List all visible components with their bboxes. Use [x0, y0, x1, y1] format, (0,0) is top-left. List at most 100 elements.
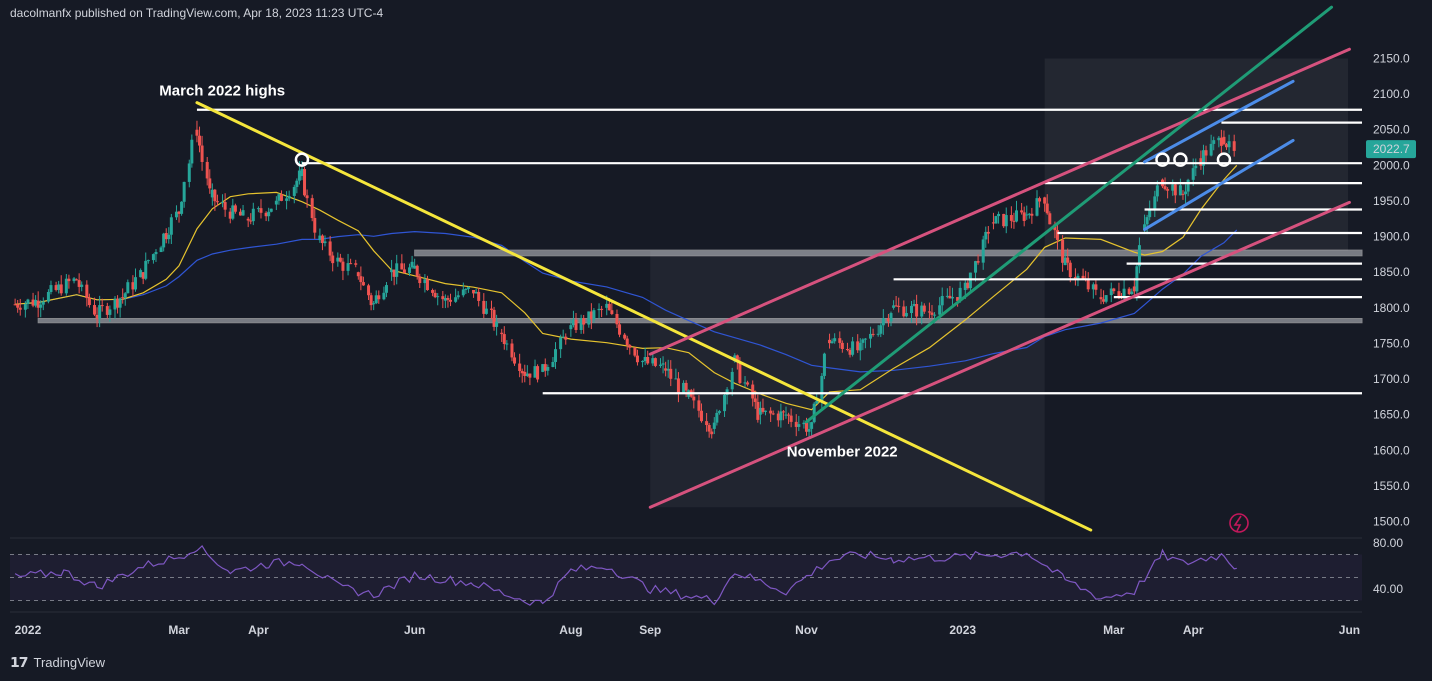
- candle-body: [1015, 210, 1018, 222]
- candle-body: [1094, 284, 1098, 290]
- candle-body: [950, 297, 954, 299]
- candle-body: [510, 343, 514, 358]
- candle-body: [1191, 168, 1195, 180]
- candle-body: [615, 313, 619, 325]
- candle-body: [856, 341, 860, 351]
- candle-body: [1091, 284, 1095, 290]
- candle-body: [1219, 137, 1223, 146]
- candle-body: [784, 414, 788, 416]
- candle-body: [904, 313, 908, 317]
- candle-body: [1081, 275, 1085, 279]
- candle-body: [195, 129, 199, 136]
- date-tick-label: Apr: [1183, 623, 1204, 637]
- candle-body: [1066, 257, 1070, 263]
- price-tick-label: 1500.0: [1373, 515, 1410, 529]
- candle-body: [1043, 197, 1047, 204]
- candle-body: [264, 212, 268, 217]
- publisher-header: dacolmanfx published on TradingView.com,…: [10, 6, 384, 20]
- candle-body: [1145, 217, 1149, 225]
- candle-body: [597, 308, 601, 311]
- candle-body: [267, 211, 271, 217]
- candle-body: [984, 231, 988, 240]
- candle-body: [958, 287, 962, 301]
- candle-body: [513, 357, 517, 364]
- candle-body: [587, 311, 591, 325]
- candle-body: [502, 334, 506, 345]
- candle-body: [543, 364, 547, 371]
- candle-body: [653, 358, 657, 366]
- candle-body: [489, 308, 493, 310]
- candle-body: [787, 414, 791, 416]
- pink-channel-upper-line: [648, 47, 1351, 356]
- candle-body: [26, 299, 30, 304]
- candle-body: [80, 284, 84, 287]
- candle-body: [1178, 185, 1182, 196]
- candle-body: [141, 272, 145, 279]
- candle-body: [1204, 150, 1208, 156]
- candle-body: [1099, 297, 1103, 300]
- candle-body: [625, 338, 629, 346]
- candle-body: [707, 425, 711, 432]
- support-zone-1: [37, 317, 1363, 324]
- candle-body: [771, 413, 775, 415]
- candle-body: [231, 205, 235, 219]
- tradingview-footer[interactable]: 𝟭𝟳 TradingView: [10, 654, 105, 671]
- candle-body: [945, 295, 949, 297]
- candle-body: [36, 300, 40, 308]
- candle-body: [804, 422, 808, 432]
- price-tick-label: 2000.0: [1373, 158, 1410, 172]
- candle-body: [820, 375, 824, 401]
- candle-body: [269, 208, 273, 212]
- candle-body: [758, 407, 762, 415]
- candle-body: [605, 303, 609, 308]
- candle-body: [1171, 184, 1175, 191]
- price-tick-label: 1900.0: [1373, 230, 1410, 244]
- candle-body: [259, 208, 263, 213]
- candle-body: [49, 285, 53, 293]
- candle-body: [126, 282, 130, 294]
- candle-body: [213, 189, 217, 202]
- candle-body: [1035, 198, 1039, 216]
- candle-body: [177, 211, 181, 214]
- candle-body: [205, 161, 209, 179]
- candle-body: [525, 373, 529, 376]
- candle-body: [536, 366, 540, 380]
- candle-body: [738, 361, 742, 383]
- price-tick-label: 2150.0: [1373, 52, 1410, 66]
- candle-body: [1086, 280, 1090, 290]
- candle-body: [482, 300, 486, 314]
- candle-body: [359, 276, 363, 283]
- candle-body: [108, 309, 112, 315]
- candle-body: [495, 321, 499, 327]
- shaded-recent-region: [1044, 58, 1348, 251]
- candle-body: [238, 211, 242, 216]
- candle-body: [822, 353, 826, 376]
- candle-body: [810, 422, 814, 429]
- candle-body: [1073, 277, 1077, 279]
- candle-body: [1225, 144, 1229, 148]
- candle-body: [461, 289, 465, 296]
- candle-body: [361, 282, 365, 286]
- candle-body: [518, 363, 522, 371]
- candle-body: [146, 260, 150, 262]
- candle-body: [1048, 213, 1052, 225]
- candle-body: [635, 355, 639, 363]
- candle-body: [223, 202, 227, 210]
- candle-body: [372, 303, 376, 305]
- candle-body: [551, 361, 555, 368]
- candle-body: [1143, 224, 1147, 230]
- candle-body: [986, 231, 990, 234]
- candle-body: [863, 338, 867, 340]
- candle-body: [415, 265, 419, 277]
- circle-marker-0: [294, 152, 310, 167]
- candle-body: [23, 303, 27, 310]
- candle-body: [16, 304, 20, 308]
- rsi-tick-label: 40.00: [1373, 582, 1403, 596]
- candle-body: [1194, 165, 1198, 169]
- moving-average-50: [15, 164, 1238, 411]
- candle-body: [858, 342, 862, 351]
- candle-body: [349, 263, 353, 265]
- candle-body: [433, 292, 437, 298]
- candle-body: [1045, 203, 1049, 214]
